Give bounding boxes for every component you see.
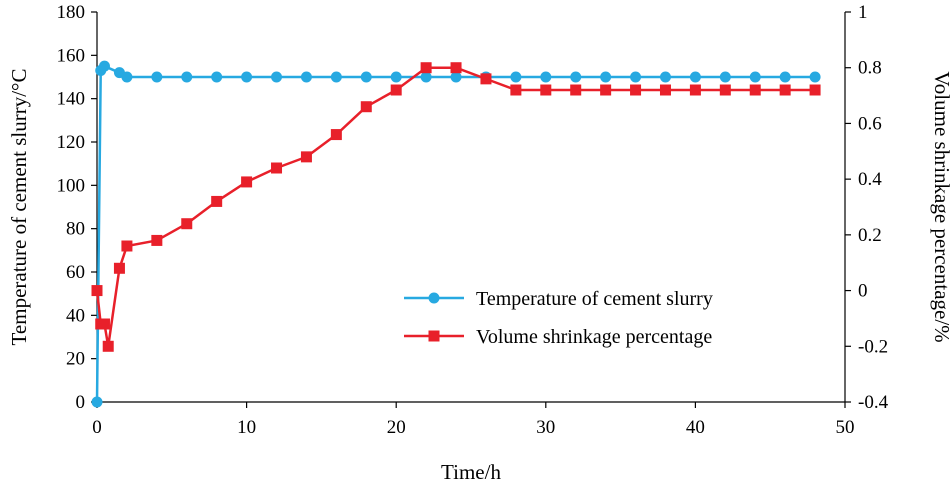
left-y-tick-label: 120 — [57, 132, 86, 153]
data-point — [241, 176, 253, 188]
data-point — [689, 84, 701, 96]
x-axis-title: Time/h — [441, 460, 501, 484]
legend: Temperature of cement slurry Volume shrin… — [404, 288, 713, 348]
data-point — [300, 71, 312, 83]
right-y-tick-label: -0.2 — [858, 336, 888, 357]
data-point — [211, 195, 223, 207]
right-y-tick-label: -0.4 — [858, 392, 889, 413]
data-point — [749, 84, 761, 96]
x-tick-label: 20 — [387, 417, 406, 438]
data-point — [659, 84, 671, 96]
axes: 0 10 20 30 40 50020406080100120140160180-0.4-… — [57, 2, 889, 438]
data-point — [121, 71, 133, 83]
right-y-tick-label: 0 — [858, 281, 868, 302]
series-line — [95, 64, 816, 403]
legend-marker — [428, 292, 440, 304]
data-point — [151, 71, 163, 83]
data-point — [749, 71, 761, 83]
data-point — [510, 71, 522, 83]
x-tick-label: 0 — [92, 417, 102, 438]
left-y-tick-label: 140 — [57, 89, 86, 110]
data-point — [480, 73, 492, 85]
left-y-axis-title: Temperature of cement slurry/°C — [7, 69, 31, 346]
left-y-tick-label: 60 — [66, 262, 85, 283]
right-y-tick-label: 0.6 — [858, 113, 882, 134]
data-point — [151, 234, 163, 246]
left-y-tick-label: 20 — [66, 349, 85, 370]
x-tick-label: 30 — [536, 417, 555, 438]
right-y-axis-title: Volume shrinkage percentage/% — [930, 71, 950, 342]
data-point — [630, 71, 642, 83]
data-point — [330, 129, 342, 141]
right-y-tick-label: 0.8 — [858, 58, 882, 79]
data-point — [450, 62, 462, 74]
data-point — [91, 396, 103, 408]
data-point — [659, 71, 671, 83]
legend-entry: Volume shrinkage percentage — [404, 326, 712, 348]
left-y-tick-label: 40 — [66, 305, 85, 326]
data-point — [600, 71, 612, 83]
series-1 — [91, 60, 821, 408]
series-2 — [91, 62, 821, 352]
data-point — [360, 71, 372, 83]
data-point — [360, 101, 372, 113]
right-y-tick-label: 0.2 — [858, 225, 882, 246]
data-point — [211, 71, 223, 83]
data-point — [570, 71, 582, 83]
x-tick-label: 10 — [237, 417, 256, 438]
data-point — [809, 71, 821, 83]
left-y-tick-label: 80 — [66, 219, 85, 240]
data-point — [91, 285, 103, 297]
left-y-tick-label: 0 — [76, 392, 86, 413]
data-point — [779, 84, 791, 96]
data-point — [181, 71, 193, 83]
data-point — [510, 84, 522, 96]
left-y-tick-label: 160 — [57, 45, 86, 66]
data-point — [540, 71, 552, 83]
data-point — [809, 84, 821, 96]
data-point — [420, 71, 432, 83]
data-point — [330, 71, 342, 83]
x-tick-label: 40 — [686, 417, 705, 438]
data-point — [181, 218, 193, 230]
data-point — [102, 340, 114, 352]
left-y-tick-label: 180 — [57, 2, 86, 23]
left-y-tick-label: 100 — [57, 175, 86, 196]
data-point — [98, 318, 110, 330]
data-point — [271, 71, 283, 83]
data-point — [420, 62, 432, 74]
data-point — [300, 151, 312, 163]
data-point — [540, 84, 552, 96]
data-point — [98, 60, 110, 72]
data-point — [600, 84, 612, 96]
data-point — [689, 71, 701, 83]
series-layer — [91, 60, 821, 408]
data-point — [390, 84, 402, 96]
data-point — [450, 71, 462, 83]
legend-marker — [428, 330, 440, 342]
right-y-tick-label: 1 — [858, 2, 868, 23]
data-point — [113, 262, 125, 274]
legend-label: Temperature of cement slurry — [476, 288, 713, 310]
data-point — [121, 240, 133, 252]
right-y-tick-label: 0.4 — [858, 169, 882, 190]
data-point — [390, 71, 402, 83]
data-point — [241, 71, 253, 83]
data-point — [779, 71, 791, 83]
x-tick-label: 50 — [836, 417, 855, 438]
data-point — [271, 162, 283, 174]
legend-entry: Temperature of cement slurry — [404, 288, 713, 310]
data-point — [630, 84, 642, 96]
data-point — [719, 84, 731, 96]
legend-label: Volume shrinkage percentage — [476, 326, 712, 348]
data-point — [570, 84, 582, 96]
data-point — [719, 71, 731, 83]
